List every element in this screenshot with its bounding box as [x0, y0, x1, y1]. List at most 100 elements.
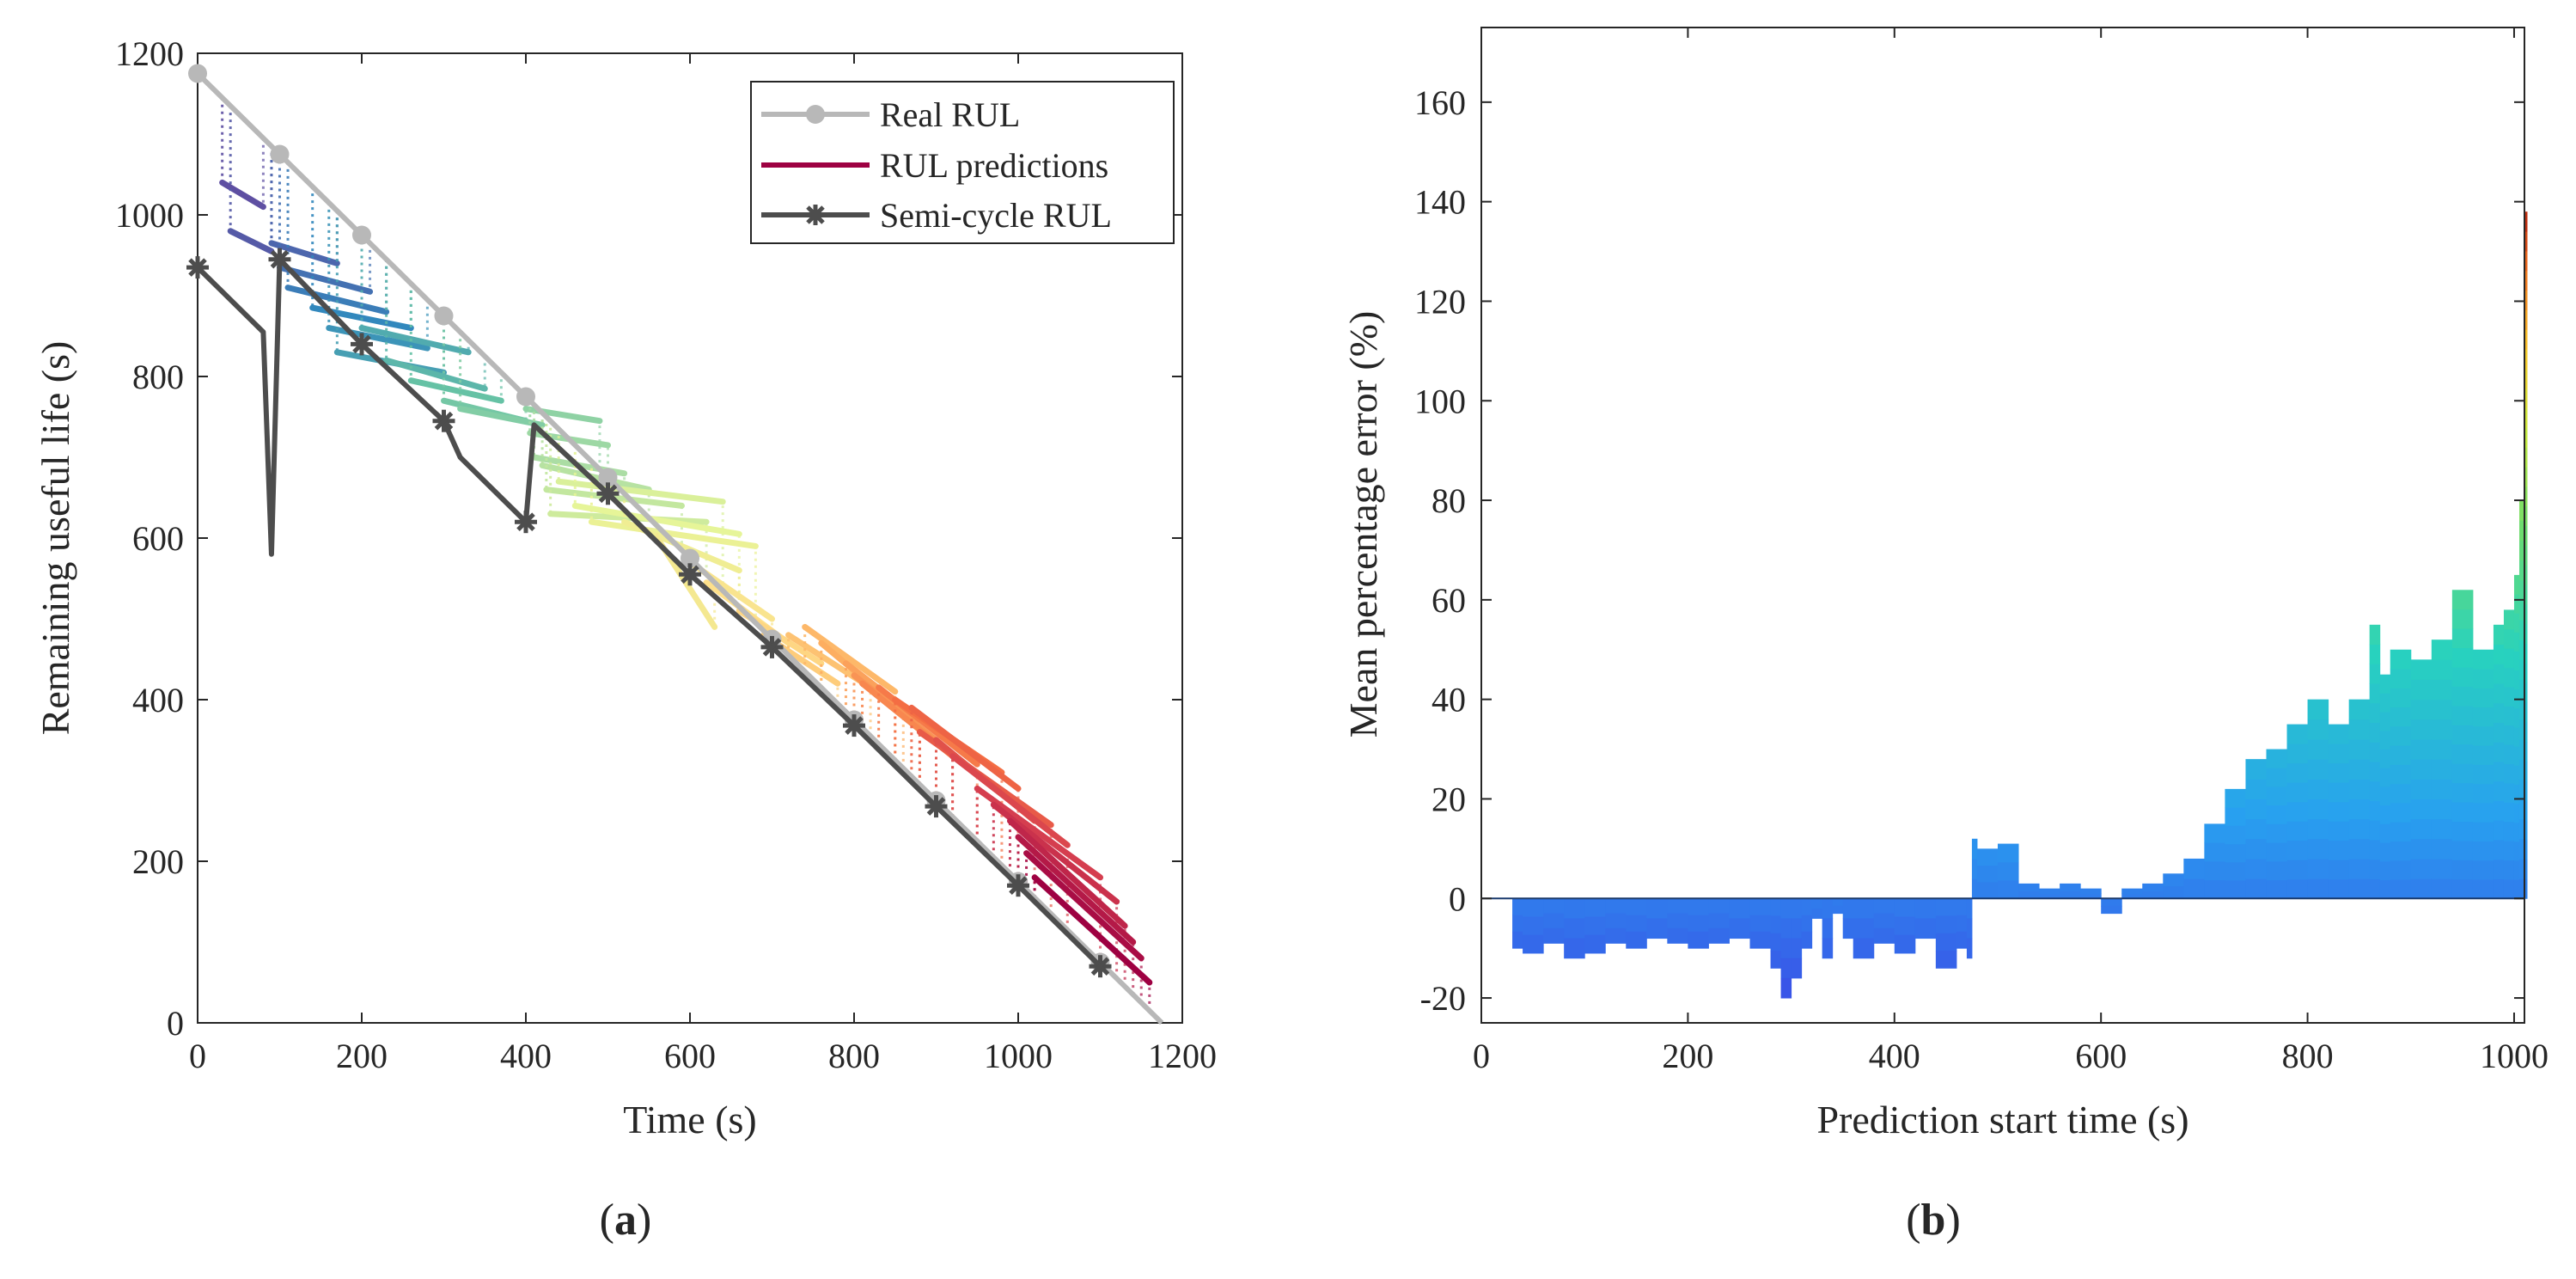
error-bar-segment — [2431, 878, 2453, 899]
error-bar-segment — [2451, 860, 2474, 880]
error-bar-segment — [2518, 858, 2525, 879]
y-tick-label: 160 — [1414, 83, 1466, 122]
error-bar-segment — [2390, 725, 2412, 746]
error-bar-segment — [2101, 898, 2122, 907]
error-bar — [2225, 788, 2246, 899]
error-bar-segment — [2266, 749, 2288, 768]
error-bar — [1956, 898, 1968, 949]
error-bar — [1780, 898, 1792, 999]
error-bar — [2472, 649, 2494, 899]
error-bar — [2348, 699, 2371, 899]
error-bar-segment — [2472, 688, 2494, 708]
error-bar-segment — [2524, 663, 2528, 683]
error-bar-segment — [1646, 918, 1668, 939]
error-bar-segment — [2121, 893, 2143, 899]
error-bar-segment — [2513, 613, 2520, 633]
error-bar — [1801, 898, 1813, 949]
error-bar-segment — [2451, 763, 2474, 784]
error-bar-segment — [2472, 745, 2494, 765]
legend-label-real-rul: Real RUL — [880, 95, 1020, 134]
rul-prediction-line — [908, 704, 1022, 792]
x-tick-label: 1000 — [2480, 1037, 2549, 1075]
error-bar-segment — [1605, 898, 1627, 915]
error-bar-segment — [2390, 764, 2412, 785]
error-bar — [1667, 898, 1688, 944]
error-bar-segment — [1626, 915, 1647, 933]
error-bar-segment — [2379, 860, 2391, 881]
error-bar-segment — [2518, 679, 2525, 701]
rul-prediction-line — [383, 357, 488, 392]
legend-entry-semi-cycle-rul: Semi-cycle RUL — [761, 196, 1112, 235]
panel-b-error-chart: 0 200 400 600 800 1000-2002040608010012014016… — [1341, 27, 2549, 1245]
error-bar-segment — [2493, 624, 2505, 646]
error-bar-segment — [2101, 905, 2122, 915]
error-bar-segment — [1935, 915, 1957, 934]
error-bar-segment — [2493, 878, 2505, 899]
panel-a-y-axis-label: Remaining useful life (s) — [34, 341, 77, 736]
error-bar-segment — [2513, 803, 2520, 823]
error-bar-segment — [2431, 759, 2453, 780]
error-bar-segment — [2307, 799, 2329, 820]
error-bar-segment — [1811, 898, 1823, 909]
error-bar — [1811, 898, 1823, 919]
error-bar-segment — [2307, 878, 2329, 899]
error-bar-segment — [1966, 898, 1973, 919]
error-bar — [1605, 898, 1627, 944]
error-bar-segment — [1935, 933, 1957, 952]
error-bar-segment — [1780, 938, 1792, 959]
error-bar-segment — [2518, 759, 2525, 780]
error-bar-segment — [2524, 643, 2528, 664]
error-bar-segment — [2451, 647, 2474, 668]
error-bar-segment — [2493, 702, 2505, 724]
panel-a-x-axis-label: Time (s) — [623, 1098, 757, 1141]
error-bar-segment — [2390, 841, 2412, 861]
error-bar-segment — [1935, 951, 1957, 969]
error-bar-segment — [2348, 759, 2371, 780]
error-bar-segment — [1667, 927, 1688, 944]
error-bar-segment — [1801, 915, 1813, 933]
rul-prediction-line — [1023, 850, 1145, 962]
y-tick-label: 120 — [1414, 282, 1466, 321]
error-bar-segment — [1770, 898, 1782, 917]
y-tick-label: 80 — [1431, 481, 1466, 520]
error-bar-segment — [1822, 918, 1834, 939]
error-bar-segment — [2390, 707, 2412, 727]
error-bar — [2163, 873, 2184, 899]
error-bar-segment — [2369, 624, 2381, 646]
rul-prediction-line — [974, 785, 1103, 881]
error-bar-segment — [2390, 822, 2412, 841]
error-bar-segment — [1976, 881, 1999, 899]
error-bar-segment — [1543, 913, 1565, 929]
error-bar-segment — [2524, 467, 2528, 487]
error-bar-segment — [1842, 898, 1854, 919]
x-tick-label: 0 — [1473, 1037, 1490, 1075]
error-bar-segment — [2204, 823, 2225, 843]
error-bar-segment — [2513, 879, 2520, 899]
error-bar-segment — [2513, 746, 2520, 766]
error-bar-segment — [2503, 744, 2515, 765]
error-bar-segment — [2513, 784, 2520, 805]
error-bar — [2039, 888, 2060, 899]
error-bar-segment — [1971, 878, 1978, 899]
error-bar-segment — [1729, 898, 1751, 919]
error-bar-segment — [2142, 883, 2164, 892]
error-bar-segment — [2390, 878, 2412, 899]
error-bar-segment — [2328, 821, 2350, 841]
rul-prediction-line — [571, 502, 742, 537]
error-bar-segment — [2493, 683, 2505, 704]
panel-b-x-axis-label: Prediction start time (s) — [1816, 1098, 2188, 1141]
error-bar-segment — [2524, 309, 2528, 330]
error-bar-segment — [2431, 838, 2453, 860]
error-bar-segment — [2431, 738, 2453, 760]
error-bar-segment — [2379, 712, 2391, 731]
error-bar-segment — [1997, 861, 2019, 881]
error-bar-segment — [2379, 823, 2391, 843]
error-bar — [2018, 883, 2040, 899]
error-bar-segment — [2472, 802, 2494, 823]
error-bar-segment — [2390, 860, 2412, 880]
error-bar-segment — [2513, 727, 2520, 747]
error-bar — [1688, 898, 1709, 949]
error-bar-segment — [2410, 799, 2433, 820]
error-bar-segment — [2328, 878, 2350, 899]
error-bar-segment — [2513, 841, 2520, 861]
